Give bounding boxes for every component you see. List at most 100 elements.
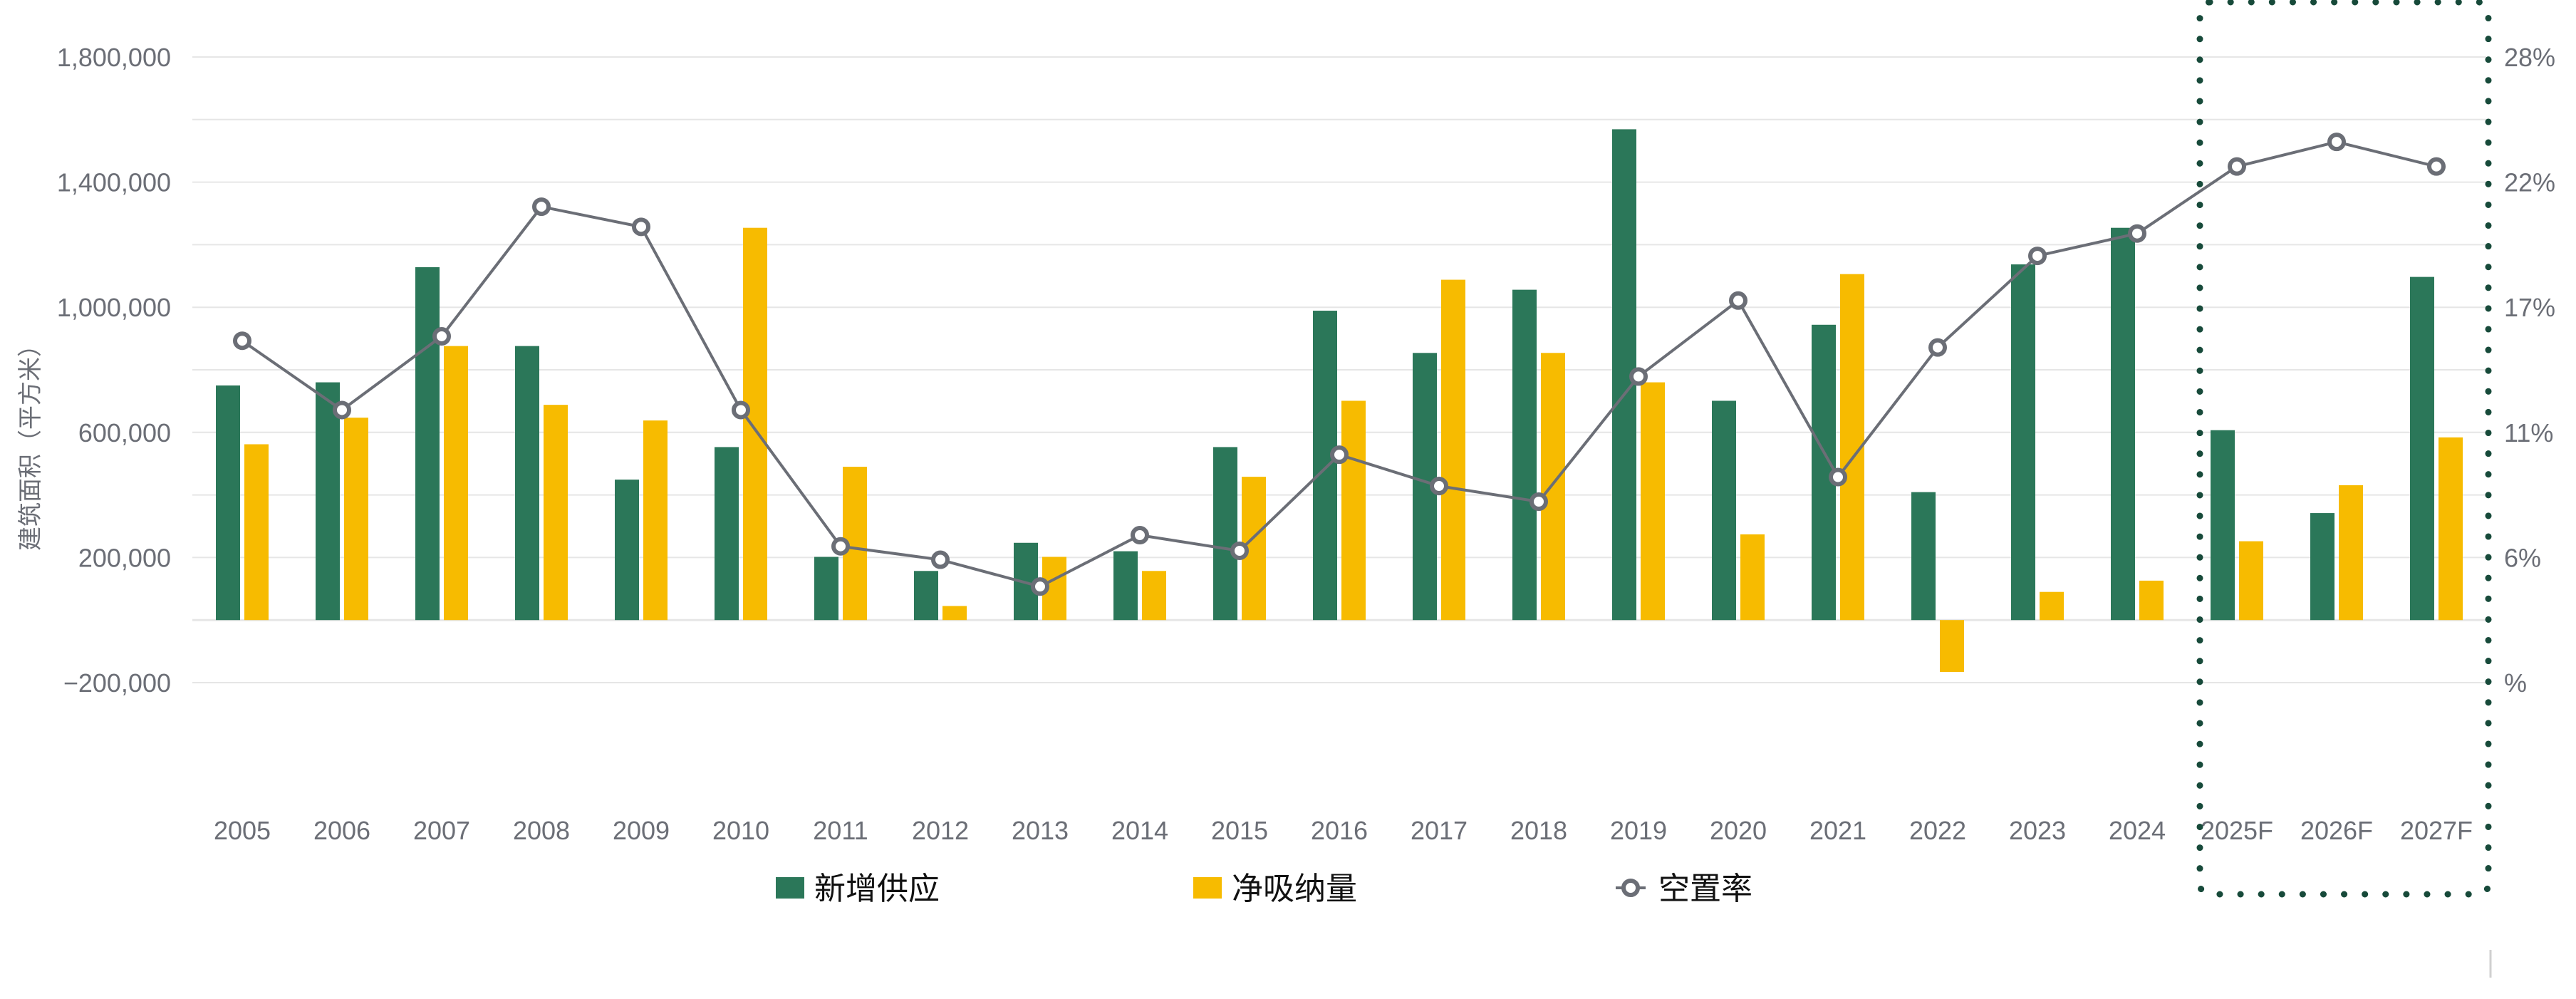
- vacancy-line-path: [241, 140, 2437, 589]
- bar-net-absorption: [2139, 580, 2164, 621]
- bar-net-absorption: [942, 606, 967, 621]
- legend: 新增供应 净吸纳量 空置率: [776, 871, 1752, 907]
- bar-net-absorption: [2239, 541, 2263, 621]
- y-axis-title: 建筑面积（平方米）: [16, 333, 45, 551]
- vacancy-point: [532, 197, 551, 217]
- x-tick-label: 2008: [513, 816, 570, 845]
- x-tick-label: 2011: [813, 816, 868, 845]
- vacancy-point: [1729, 291, 1747, 310]
- x-tick-label: 2006: [313, 816, 370, 845]
- legend-item-supply[interactable]: 新增供应: [776, 871, 940, 907]
- x-tick-label: 2017: [1411, 816, 1468, 845]
- x-tick-label: 2026F: [2300, 816, 2373, 845]
- bar-new-supply: [515, 346, 539, 621]
- vacancy-point: [432, 326, 451, 346]
- x-tick-label: 2022: [1909, 816, 1966, 845]
- x-tick-label: 2023: [2009, 816, 2066, 845]
- bar-net-absorption: [743, 227, 767, 621]
- y2-tick-label: 17%: [2504, 293, 2555, 322]
- vacancy-point: [2028, 247, 2047, 266]
- gridlines: [192, 56, 2486, 683]
- y-tick-label: 600,000: [78, 418, 171, 447]
- vacancy-point: [1629, 367, 1648, 386]
- bar-net-absorption: [1142, 571, 1166, 621]
- bar-new-supply: [914, 571, 938, 621]
- y-tick-label: 1,800,000: [57, 43, 171, 72]
- x-tick-label: 2020: [1710, 816, 1767, 845]
- y2-tick-label: 11%: [2504, 418, 2553, 447]
- bar-net-absorption: [1541, 353, 1565, 621]
- x-tick-label: 2019: [1610, 816, 1667, 845]
- y-tick-label: −200,000: [63, 668, 171, 698]
- bar-net-absorption: [1740, 534, 1765, 621]
- bar-new-supply: [2410, 276, 2434, 621]
- x-tick-label: 2021: [1809, 816, 1866, 845]
- vacancy-point: [1829, 467, 1847, 487]
- bar-new-supply: [415, 267, 440, 621]
- bar-new-supply: [1113, 551, 1138, 621]
- y2-tick-label: %: [2504, 668, 2527, 698]
- bar-new-supply: [2011, 264, 2035, 621]
- legend-item-vacancy[interactable]: 空置率: [1616, 871, 1752, 907]
- legend-label-supply: 新增供应: [814, 871, 940, 907]
- bar-new-supply: [216, 385, 240, 621]
- bar-net-absorption: [1940, 620, 1964, 673]
- vacancy-point: [2427, 157, 2446, 176]
- vacancy-point: [732, 400, 750, 420]
- y2-tick-label: 22%: [2504, 168, 2555, 197]
- x-tick-label: 2014: [1111, 816, 1168, 845]
- x-tick-label: 2025F: [2201, 816, 2273, 845]
- legend-label-vacancy: 空置率: [1658, 871, 1752, 907]
- bar-new-supply: [1712, 400, 1736, 621]
- vacancy-point: [2128, 224, 2146, 243]
- bar-net-absorption: [1641, 382, 1665, 621]
- bar-new-supply: [715, 447, 739, 621]
- vacancy-point: [2228, 157, 2246, 176]
- legend-swatch-absorption: [1193, 877, 1222, 899]
- y-tick-label: 200,000: [78, 543, 171, 572]
- x-tick-label: 2015: [1211, 816, 1268, 845]
- x-tick-label: 2018: [1510, 816, 1567, 845]
- bar-net-absorption: [1441, 279, 1465, 621]
- vacancy-point: [1031, 577, 1049, 596]
- vacancy-point: [1330, 445, 1349, 465]
- legend-marker-vacancy: [1621, 879, 1640, 897]
- bar-new-supply: [615, 480, 639, 621]
- x-tick-label: 2009: [613, 816, 670, 845]
- x-tick-label: 2012: [912, 816, 969, 845]
- vacancy-point: [1530, 492, 1548, 512]
- x-tick-label: 2016: [1311, 816, 1368, 845]
- vacancy-point: [1230, 541, 1249, 560]
- bar-new-supply: [1313, 311, 1337, 621]
- legend-label-absorption: 净吸纳量: [1232, 871, 1357, 907]
- legend-swatch-supply: [776, 877, 804, 899]
- bar-new-supply: [2111, 227, 2135, 621]
- bar-net-absorption: [244, 444, 269, 621]
- y-axis-ticks: 1,800,000 1,400,000 1,000,000 600,000 200,00…: [57, 43, 171, 698]
- bar-new-supply: [316, 382, 340, 621]
- bars: [216, 129, 2463, 673]
- y2-axis-ticks: 28% 22% 17% 11% 6%%: [2504, 43, 2555, 698]
- bar-new-supply: [2310, 513, 2334, 621]
- bar-net-absorption: [1341, 400, 1366, 621]
- legend-item-absorption[interactable]: 净吸纳量: [1193, 871, 1357, 907]
- x-axis-ticks: 2005 2006 2007 2008 2009 2010 2011 2012 2013 2014…: [214, 816, 2473, 845]
- bar-net-absorption: [2439, 437, 2463, 621]
- vacancy-point: [1430, 477, 1448, 496]
- vacancy-point: [333, 400, 351, 420]
- vacancy-point: [1928, 338, 1947, 357]
- vacancy-point: [2327, 133, 2346, 152]
- vacancy-point: [233, 331, 251, 351]
- bar-net-absorption: [2339, 485, 2363, 621]
- x-tick-label: 2013: [1012, 816, 1069, 845]
- bar-net-absorption: [444, 346, 468, 621]
- vacancy-point: [831, 537, 850, 556]
- bar-net-absorption: [643, 420, 668, 621]
- y-tick-label: 1,000,000: [57, 293, 171, 322]
- bar-new-supply: [1512, 289, 1537, 621]
- vacancy-line: [233, 133, 2446, 596]
- bar-net-absorption: [2040, 591, 2064, 621]
- bar-net-absorption: [544, 405, 568, 621]
- vacancy-point: [632, 217, 650, 237]
